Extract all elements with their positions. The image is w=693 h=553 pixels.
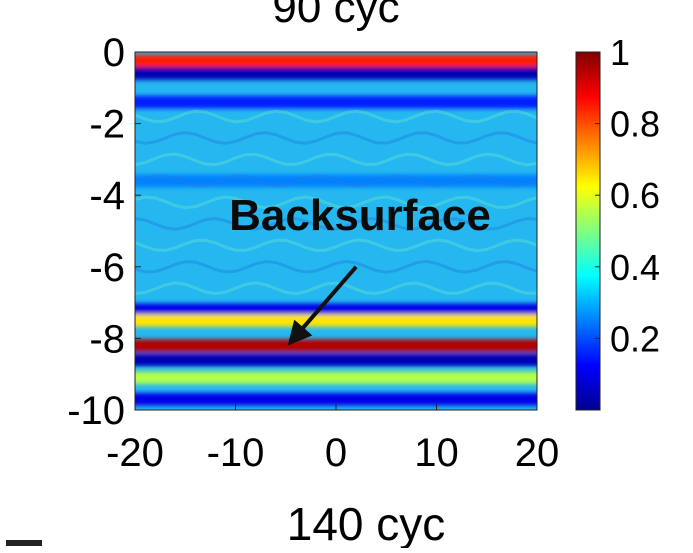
heatmap-band: [135, 392, 537, 406]
colorbar-tick-label: 0.4: [610, 247, 660, 288]
x-tick-label: -20: [106, 431, 164, 475]
panel-marker: [6, 540, 42, 546]
heatmap-ripple: [135, 216, 537, 231]
colorbar: [575, 51, 601, 411]
x-axis: -20 -10 0 10 20: [106, 404, 559, 475]
colorbar-tick-label: 0.2: [610, 318, 660, 359]
heatmap-ripple: [135, 131, 537, 145]
y-tick-label: -6: [89, 246, 125, 290]
colorbar-tick-label: 0.8: [610, 104, 660, 145]
x-tick-label: 20: [515, 431, 560, 475]
y-tick-label: -2: [89, 103, 125, 147]
heatmap-band: [135, 174, 537, 188]
y-axis: 0 -2 -4 -6 -8 -10: [67, 31, 141, 433]
heatmap-ripple: [135, 152, 537, 167]
y-tick-label: -8: [89, 317, 125, 361]
heatmap-ripple: [135, 238, 537, 253]
y-tick-label: 0: [103, 31, 125, 75]
heatmap-ripple: [135, 109, 537, 124]
colorbar-tick-label: 1: [610, 32, 630, 73]
heatmap-band: [135, 353, 537, 367]
heatmap-ripple: [135, 173, 537, 188]
x-tick-label: 10: [414, 431, 459, 475]
heatmap-band: [135, 339, 537, 352]
heatmap-band: [135, 371, 537, 385]
heatmap-band: [135, 67, 537, 80]
y-tick-label: -10: [67, 389, 125, 433]
x-tick-label: -10: [207, 431, 265, 475]
colorbar-axis: 0.2 0.4 0.6 0.8 1: [595, 32, 660, 359]
heatmap-band: [135, 314, 537, 327]
y-tick-label: -4: [89, 174, 125, 218]
heatmap-band: [135, 95, 537, 109]
heatmap-band: [135, 54, 537, 68]
backsurface-label: Backsurface: [229, 191, 491, 240]
x-tick-label: 0: [325, 431, 347, 475]
heatmap-ripple: [135, 281, 537, 296]
heatmap-band: [135, 303, 537, 317]
chart-title: 90 cyc: [272, 0, 399, 32]
next-panel-title: 140 cyc: [287, 498, 446, 548]
heatmap-area: [135, 52, 537, 410]
colorbar-tick-label: 0.6: [610, 175, 660, 216]
heatmap-ripple: [135, 195, 537, 210]
heatmap-ripple: [135, 259, 537, 274]
backsurface-arrow: [287, 265, 358, 346]
